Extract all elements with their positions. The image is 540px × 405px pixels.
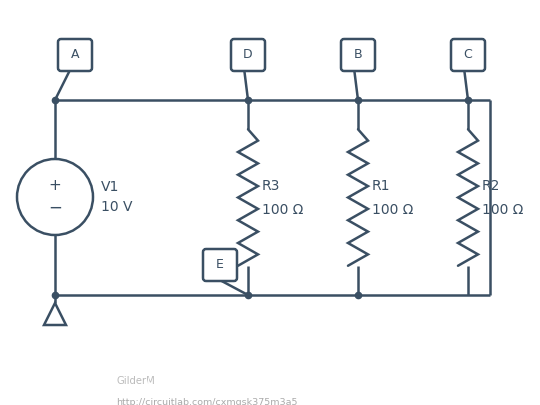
Text: A: A <box>71 49 79 62</box>
Text: R3: R3 <box>262 179 280 192</box>
Text: V1: V1 <box>101 180 119 194</box>
Text: 100 Ω: 100 Ω <box>262 202 303 217</box>
Text: / Resistors in parallel: / Resistors in parallel <box>143 376 266 386</box>
FancyBboxPatch shape <box>451 39 485 71</box>
Text: CIRCUIT: CIRCUIT <box>9 376 56 386</box>
FancyBboxPatch shape <box>231 39 265 71</box>
Text: http://circuitlab.com/cxmgsk375m3a5: http://circuitlab.com/cxmgsk375m3a5 <box>116 398 298 405</box>
Text: −: − <box>48 199 62 217</box>
Text: R1: R1 <box>372 179 390 192</box>
Text: 100 Ω: 100 Ω <box>482 202 523 217</box>
FancyBboxPatch shape <box>341 39 375 71</box>
FancyBboxPatch shape <box>203 249 237 281</box>
FancyBboxPatch shape <box>58 39 92 71</box>
Text: GilderM: GilderM <box>116 376 155 386</box>
Text: –W–■–LAB: –W–■–LAB <box>9 398 58 405</box>
Text: 100 Ω: 100 Ω <box>372 202 414 217</box>
Text: +: + <box>49 179 62 194</box>
Text: R2: R2 <box>482 179 501 192</box>
Text: C: C <box>464 49 472 62</box>
Text: E: E <box>216 258 224 271</box>
Text: D: D <box>243 49 253 62</box>
Text: 10 V: 10 V <box>101 200 132 214</box>
Text: B: B <box>354 49 362 62</box>
